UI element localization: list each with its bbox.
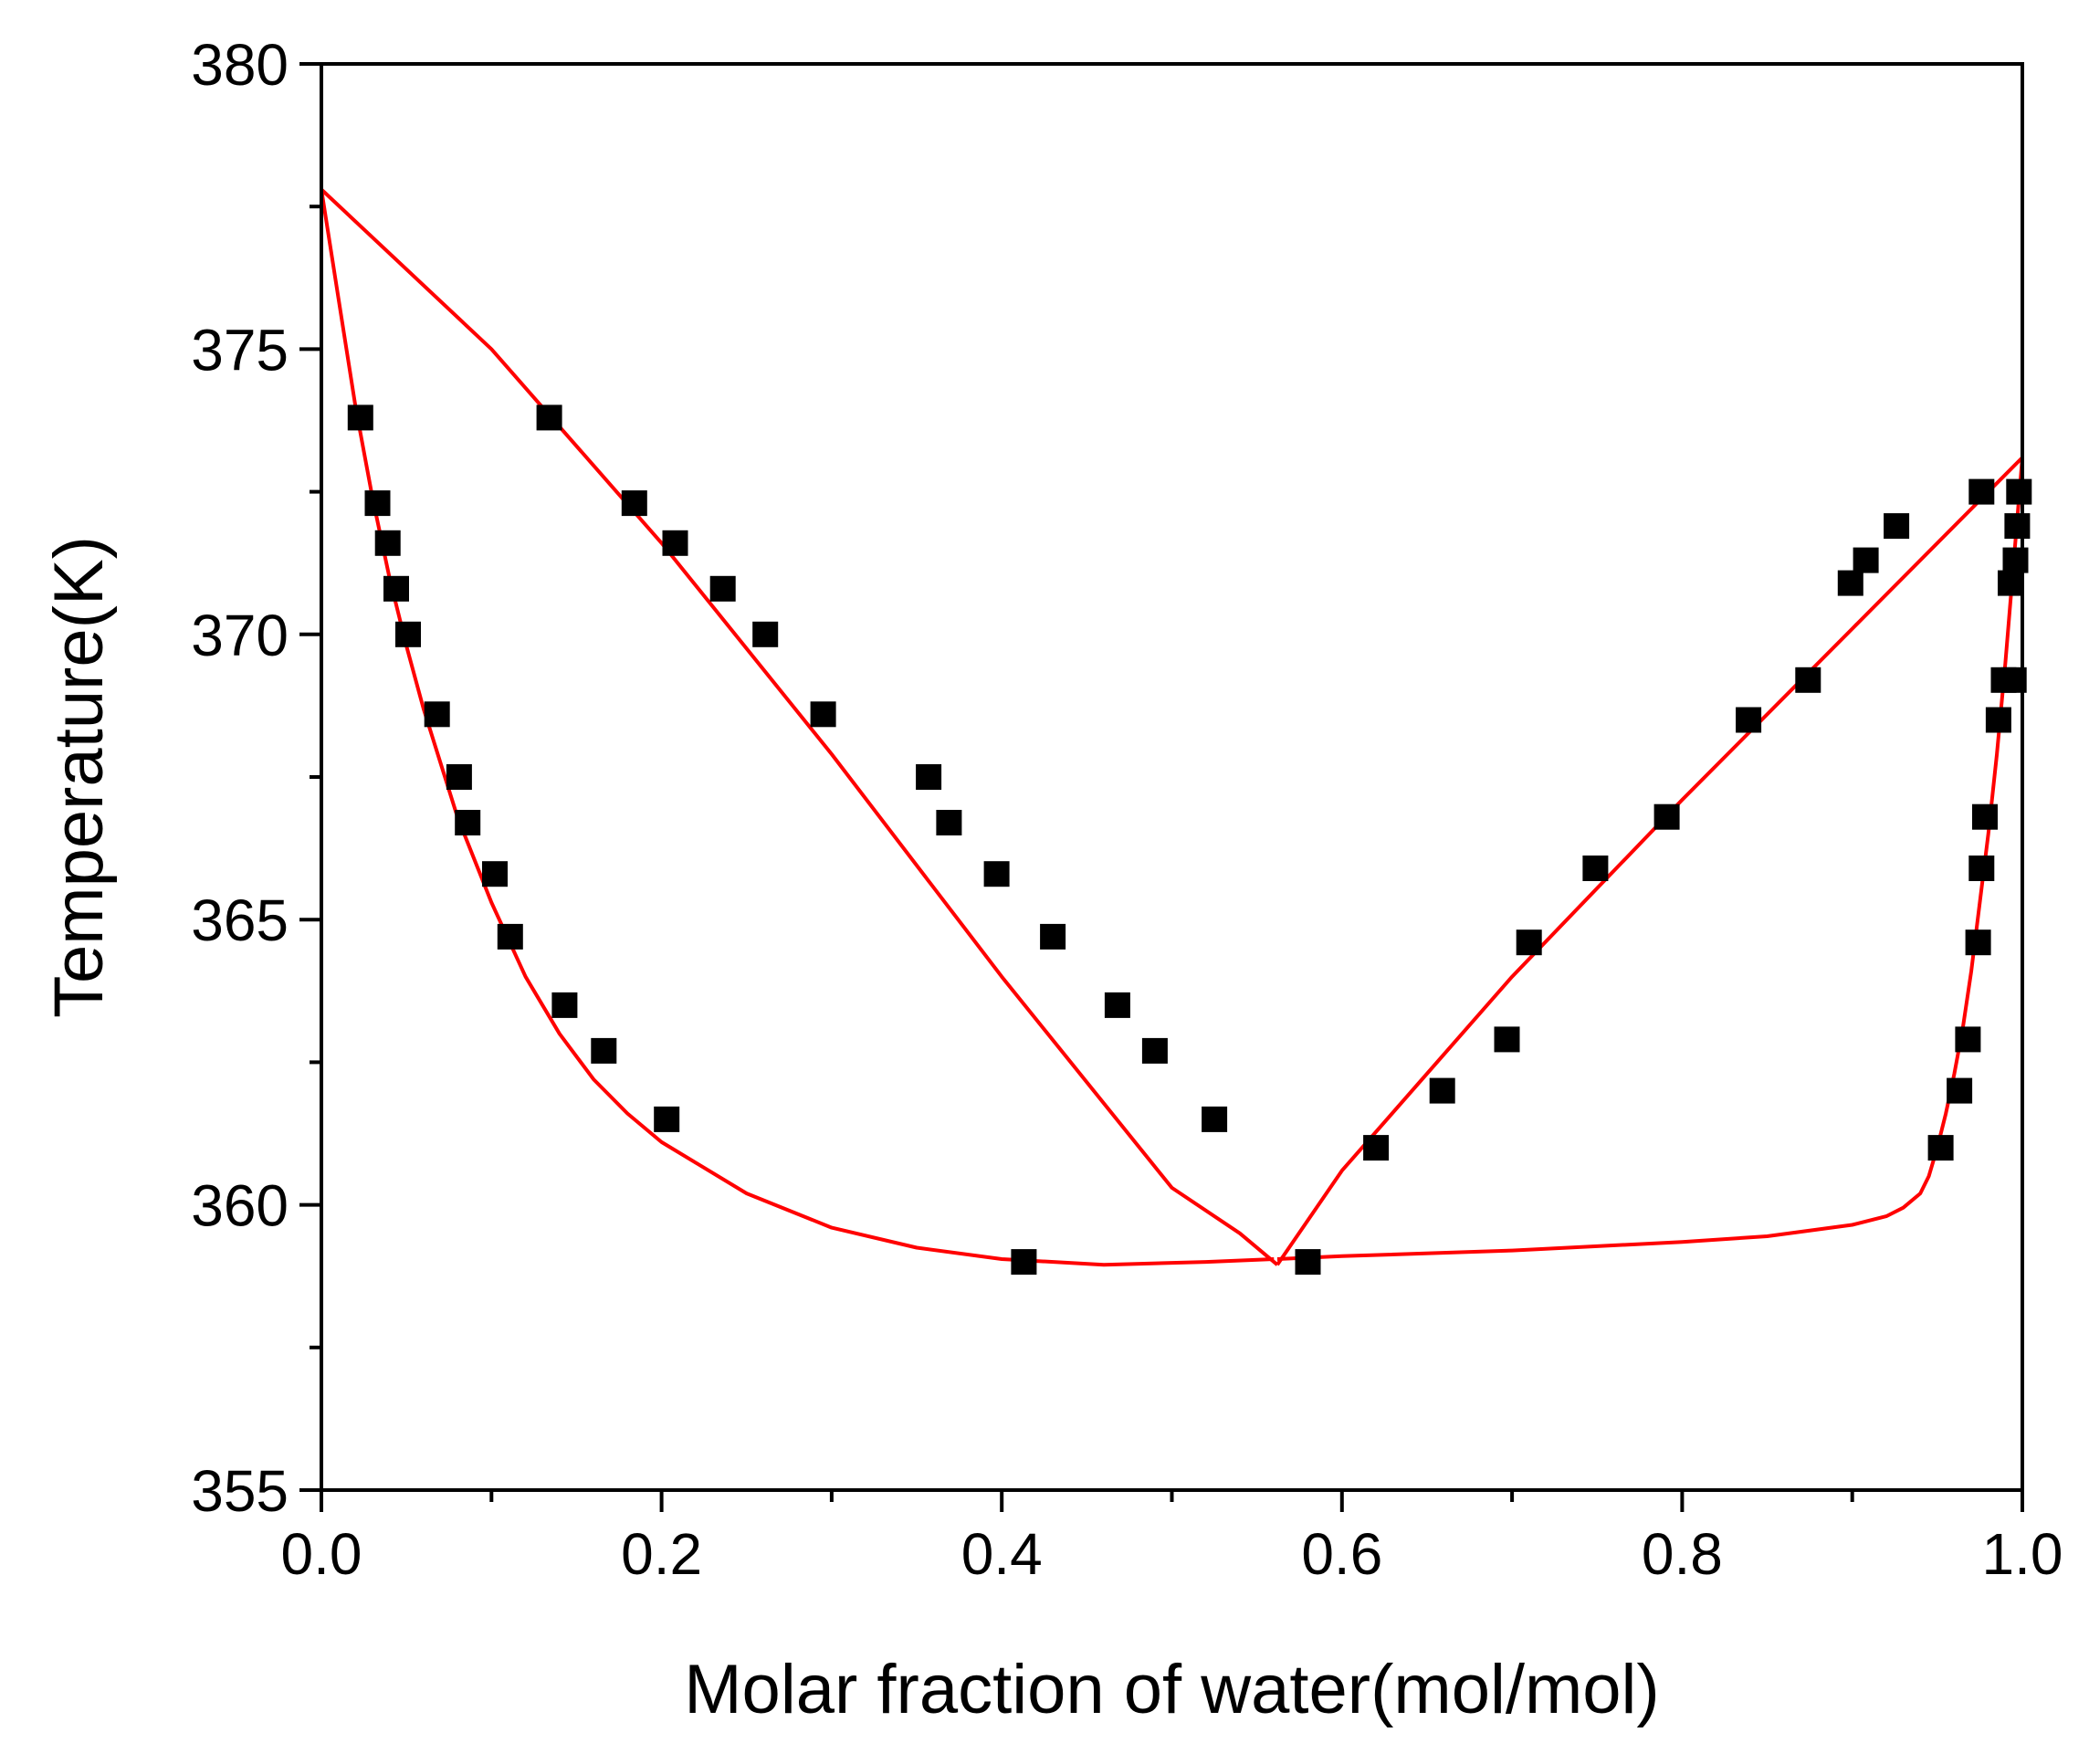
data-point <box>709 575 736 602</box>
data-point <box>1582 856 1609 881</box>
x-tick-label: 0.2 <box>621 1521 702 1587</box>
y-tick-label: 355 <box>191 1458 289 1524</box>
data-point <box>1040 923 1066 950</box>
model-curve-0 <box>320 189 1275 1267</box>
plot-content <box>320 188 2032 1276</box>
data-point <box>1429 1077 1455 1104</box>
x-tick-label: 0.0 <box>281 1521 362 1587</box>
data-point <box>2006 478 2032 505</box>
data-point <box>1837 570 1863 596</box>
data-point <box>810 701 836 728</box>
data-point <box>662 530 688 556</box>
y-axis-title: Temperature(K) <box>40 536 118 1018</box>
data-point <box>1653 803 1680 830</box>
x-tick-label: 0.4 <box>961 1521 1043 1587</box>
data-point <box>1363 1135 1390 1161</box>
data-point <box>455 810 481 835</box>
data-point <box>936 810 962 835</box>
data-point <box>395 621 421 647</box>
data-point <box>364 490 391 517</box>
data-point <box>1968 478 1995 505</box>
y-tick-label: 380 <box>191 32 289 98</box>
data-point <box>1795 667 1821 693</box>
y-tick-label: 370 <box>191 603 289 668</box>
data-point <box>424 701 450 728</box>
data-point <box>2004 513 2031 540</box>
data-point <box>536 404 562 431</box>
data-point <box>621 490 647 517</box>
data-point <box>374 530 401 556</box>
data-point <box>1494 1026 1520 1053</box>
data-point <box>1884 513 1910 540</box>
data-point <box>1736 707 1762 733</box>
axis-ticks <box>299 62 2024 1512</box>
data-point <box>551 992 578 1018</box>
data-point <box>383 575 409 602</box>
data-point <box>752 621 779 647</box>
data-point <box>2002 547 2029 573</box>
y-tick-label: 360 <box>191 1173 289 1239</box>
data-point <box>916 764 942 790</box>
data-point <box>983 861 1010 887</box>
data-point <box>347 404 373 431</box>
data-point <box>497 923 523 950</box>
data-point <box>1965 929 1991 956</box>
data-point <box>1968 856 1995 881</box>
data-point <box>1011 1249 1037 1276</box>
tick-labels: 0.0 0.2 0.4 0.6 0.8 1.0 355 360 365 370 375 380 <box>191 32 2063 1587</box>
x-axis-title: Molar fraction of water(mol/mol) <box>684 1651 1660 1728</box>
data-point <box>1853 547 1879 573</box>
data-point <box>1141 1037 1168 1064</box>
x-tick-label: 1.0 <box>1982 1521 2063 1587</box>
y-tick-label: 375 <box>191 317 289 383</box>
data-point <box>1955 1026 1981 1053</box>
data-point <box>591 1037 617 1064</box>
model-curve-1 <box>320 188 1279 1266</box>
data-point <box>1927 1135 1954 1161</box>
model-curve-2 <box>1275 456 2024 1266</box>
data-point <box>1516 929 1542 956</box>
data-point <box>1972 803 1998 830</box>
data-point <box>1104 992 1130 1018</box>
x-tick-label: 0.8 <box>1642 1521 1723 1587</box>
data-point <box>1998 570 2023 596</box>
x-tick-label: 0.6 <box>1301 1521 1382 1587</box>
data-point <box>1985 707 2011 733</box>
data-point <box>1947 1077 1973 1104</box>
data-point <box>482 861 508 887</box>
data-point <box>654 1106 680 1132</box>
data-point <box>446 764 472 790</box>
data-point <box>1295 1249 1321 1276</box>
data-point <box>1202 1106 1228 1132</box>
y-tick-label: 365 <box>191 887 289 953</box>
